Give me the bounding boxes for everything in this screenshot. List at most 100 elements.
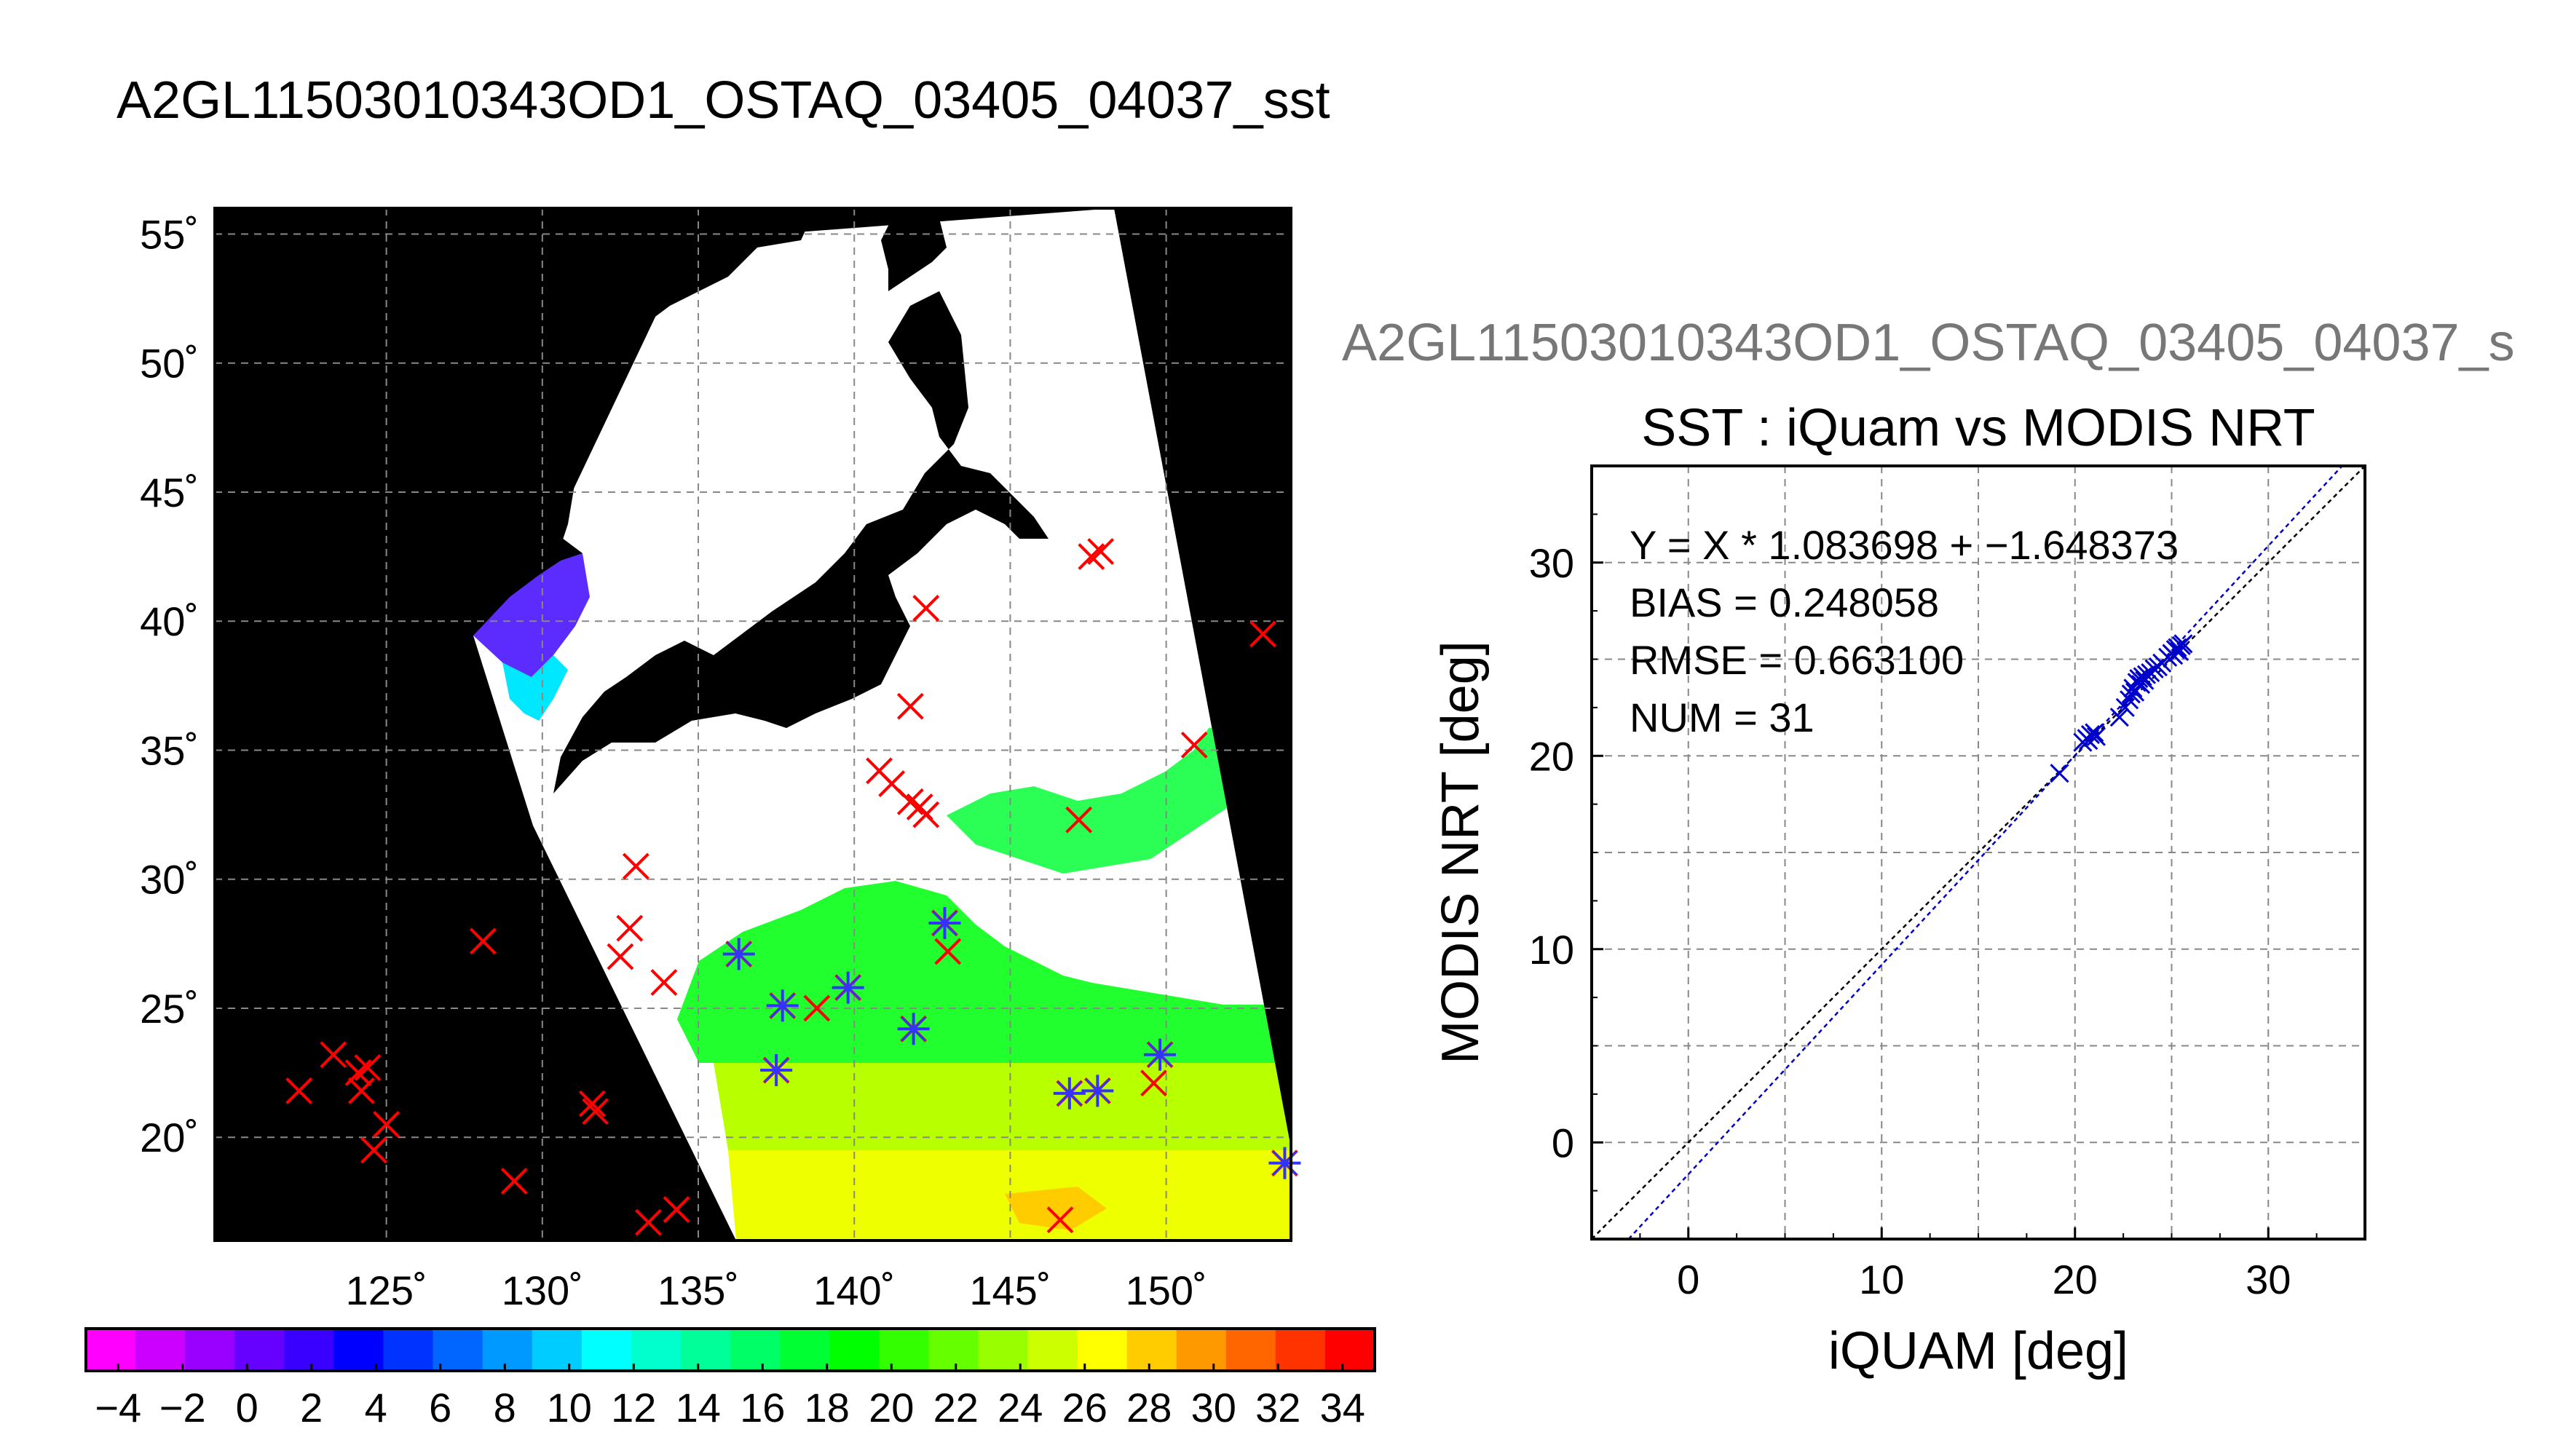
colorbar-swatch bbox=[581, 1329, 632, 1371]
map-lon-tick-label: 140˚ bbox=[813, 1267, 895, 1313]
colorbar-tick-label: 10 bbox=[547, 1385, 592, 1431]
colorbar-tick-label: 20 bbox=[869, 1385, 914, 1431]
iquam-marker-stroke-b bbox=[1046, 1206, 1074, 1234]
regression-line bbox=[1627, 465, 2343, 1240]
map-lon-tick-label: 130˚ bbox=[502, 1267, 583, 1313]
scatter-panel: A2GL11503010343OD1_OSTAQ_03405_04037_s S… bbox=[1342, 314, 2515, 1380]
matched-marker bbox=[1268, 1147, 1301, 1179]
colorbar-swatch bbox=[185, 1329, 236, 1371]
scatter-point-stroke-b bbox=[2085, 723, 2104, 743]
iquam-marker bbox=[650, 969, 678, 996]
colorbar-tick-label: 12 bbox=[611, 1385, 656, 1431]
scatter-point-stroke-b bbox=[2136, 665, 2157, 684]
map-lat-tick-label: 25˚ bbox=[140, 986, 199, 1032]
matched-marker bbox=[760, 1054, 793, 1087]
iquam-marker bbox=[285, 1077, 313, 1104]
colorbar-tick-label: 18 bbox=[805, 1385, 850, 1431]
map-lon-tick-label: 135˚ bbox=[657, 1267, 739, 1313]
iquam-marker bbox=[934, 938, 962, 965]
matched-marker-x-stroke-b bbox=[1272, 1150, 1298, 1176]
map-markers bbox=[285, 538, 1301, 1236]
scatter-y-tick-label: 10 bbox=[1529, 927, 1574, 973]
scatter-y-tick-label: 20 bbox=[1529, 733, 1574, 779]
sakhalin-island bbox=[881, 208, 947, 291]
scatter-x-tick-label: 10 bbox=[1859, 1257, 1904, 1302]
colorbar-frame bbox=[84, 1327, 1376, 1372]
iquam-marker-stroke-b bbox=[1087, 538, 1115, 565]
matched-marker bbox=[722, 938, 755, 970]
scatter-x-tick-label: 30 bbox=[2246, 1257, 2291, 1302]
matched-marker-x bbox=[764, 1057, 789, 1083]
map-lat-tick-label: 50˚ bbox=[140, 341, 199, 387]
scatter-point-stroke-b bbox=[2164, 646, 2184, 665]
scatter-annotation: Y = X * 1.083698 + −1.648373 bbox=[1630, 522, 2179, 568]
iquam-marker bbox=[320, 1041, 347, 1069]
scatter-annotation: BIAS = 0.248058 bbox=[1630, 579, 1939, 625]
colorbar-tick-label: 34 bbox=[1320, 1385, 1365, 1431]
map-lat-tick-label: 55˚ bbox=[140, 211, 199, 257]
map-lat-tick-label: 20˚ bbox=[140, 1115, 199, 1160]
scatter-annotation: NUM = 31 bbox=[1630, 695, 1814, 740]
iquam-marker-stroke-b bbox=[912, 801, 940, 828]
japan-landmass bbox=[539, 291, 1049, 815]
colorbar-swatch bbox=[86, 1329, 137, 1371]
iquam-marker bbox=[1249, 620, 1276, 648]
matched-marker-x bbox=[1057, 1080, 1082, 1106]
scatter-ticks: 0 10 20 30 0 10 20 30 bbox=[1529, 465, 2366, 1302]
scatter-point bbox=[2086, 727, 2106, 746]
matched-marker-x-stroke-b bbox=[835, 975, 861, 1000]
iquam-marker bbox=[663, 1196, 690, 1223]
sst-warm-field bbox=[1005, 1187, 1107, 1230]
scatter-point-stroke-b bbox=[2080, 724, 2101, 745]
matched-marker-x bbox=[932, 910, 957, 936]
colorbar-swatch bbox=[680, 1329, 731, 1371]
colorbar-swatch bbox=[631, 1329, 682, 1371]
iquam-marker bbox=[1180, 731, 1208, 759]
sst-cyan-field bbox=[502, 655, 568, 721]
map-frame bbox=[213, 207, 1292, 1242]
iquam-marker-stroke-b bbox=[622, 852, 649, 880]
matched-marker-x-stroke-b bbox=[1148, 1042, 1173, 1067]
scatter-point bbox=[2085, 723, 2104, 743]
iquam-marker-stroke-b bbox=[1140, 1069, 1167, 1097]
iquam-marker bbox=[578, 1090, 606, 1117]
scatter-y-tick-label: 30 bbox=[1529, 540, 1574, 586]
iquam-marker-stroke-b bbox=[616, 914, 644, 942]
iquam-marker bbox=[582, 1098, 609, 1125]
colorbar-tick-label: 16 bbox=[740, 1385, 785, 1431]
iquam-marker bbox=[347, 1077, 375, 1104]
colorbar-swatch bbox=[1225, 1329, 1276, 1371]
iquam-marker bbox=[500, 1168, 528, 1195]
colorbar-tick-label: −2 bbox=[159, 1385, 206, 1431]
scatter-point-stroke-b bbox=[2109, 708, 2129, 727]
iquam-marker bbox=[607, 943, 634, 970]
iquam-marker-stroke-b bbox=[1180, 731, 1208, 759]
colorbar-tick-label: 2 bbox=[300, 1385, 323, 1431]
matched-marker-x bbox=[770, 993, 795, 1018]
colorbar-swatch bbox=[1176, 1329, 1227, 1371]
colorbar-swatch bbox=[135, 1329, 186, 1371]
iquam-marker bbox=[470, 927, 497, 955]
matched-marker-x-stroke-b bbox=[764, 1057, 789, 1083]
iquam-marker bbox=[373, 1111, 400, 1138]
matched-marker-x-stroke-b bbox=[901, 1016, 926, 1042]
iquam-marker-stroke-b bbox=[896, 788, 924, 815]
sst-colorbar: −4 −2 0 2 4 6 8 10 12 14 16 18 20 22 24 26 28 30 32 34 bbox=[84, 1327, 1376, 1431]
map-lon-tick-label: 150˚ bbox=[1126, 1267, 1207, 1313]
map-lat-tick-label: 40˚ bbox=[140, 598, 199, 644]
scatter-point bbox=[2148, 657, 2168, 677]
colorbar-tick-label: 28 bbox=[1126, 1385, 1172, 1431]
map-lon-tick-label: 145˚ bbox=[969, 1267, 1051, 1313]
scatter-point-stroke-b bbox=[2148, 657, 2168, 677]
scatter-x-tick-label: 0 bbox=[1677, 1257, 1699, 1302]
matched-marker bbox=[766, 989, 799, 1022]
colorbar-swatch bbox=[879, 1329, 930, 1371]
iquam-marker bbox=[912, 595, 940, 622]
scatter-point bbox=[2109, 708, 2129, 727]
iquam-marker bbox=[1065, 806, 1093, 834]
colorbar-swatch bbox=[532, 1329, 583, 1371]
matched-marker-x bbox=[1272, 1150, 1298, 1176]
scatter-point bbox=[2125, 682, 2145, 702]
iquam-marker-stroke-b bbox=[866, 757, 893, 785]
